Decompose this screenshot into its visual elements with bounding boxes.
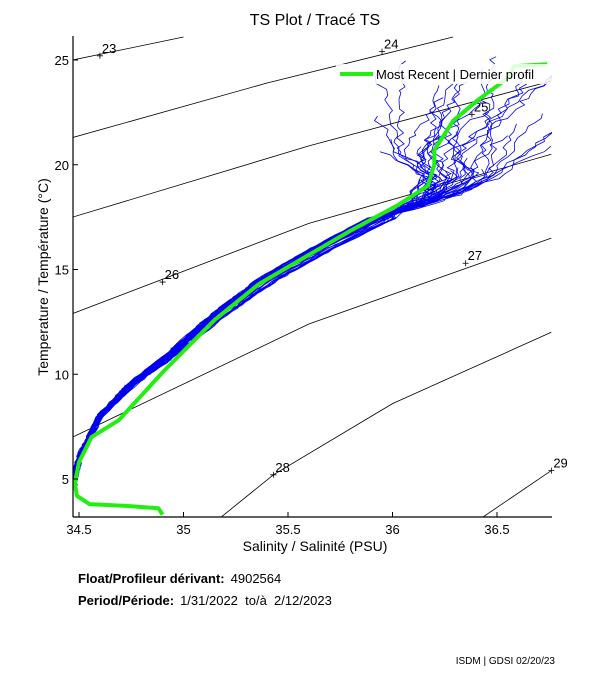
most-recent-line [73, 62, 548, 516]
blue-profile [73, 179, 449, 490]
y-tick-label: 20 [55, 158, 69, 173]
y-tick-label: 25 [55, 53, 69, 68]
y-tick-label: 10 [55, 367, 69, 382]
blue-profile [73, 167, 460, 486]
contour-label-marker [462, 260, 469, 267]
y-axis-label: Temperature / Température (°C) [35, 178, 51, 376]
blue-profile [73, 145, 552, 487]
contour-label-marker [96, 52, 103, 59]
blue-profile [73, 146, 441, 479]
density-contour [73, 36, 184, 61]
float-line: Float/Profileur dérivant: 4902564 [78, 571, 281, 586]
chart-title: TS Plot / Tracé TS [250, 12, 380, 29]
contour-label-marker [379, 48, 386, 55]
density-contour [73, 36, 454, 138]
blue-profile [74, 170, 458, 482]
contour-label-marker [159, 279, 166, 286]
blue-profile [73, 108, 454, 490]
float-value: 4902564 [231, 571, 282, 586]
x-tick-label: 35.5 [275, 522, 300, 537]
blue-profile [73, 131, 552, 478]
contour-label: 23 [102, 41, 116, 56]
most-recent-profile [73, 62, 548, 516]
blue-profile [74, 70, 535, 487]
x-tick-label: 36 [385, 522, 399, 537]
blue-profile [73, 187, 441, 483]
blue-profile [73, 74, 552, 483]
blue-profile [73, 135, 508, 481]
blue-profile [73, 115, 439, 486]
contour-label-marker [548, 467, 555, 474]
blue-profile [73, 169, 486, 477]
contour-label-marker [270, 471, 277, 478]
contour-label: 24 [384, 37, 398, 52]
blue-profile [73, 75, 552, 483]
blue-profile [73, 135, 439, 483]
contour-label: 29 [553, 456, 567, 471]
x-tick-label: 35 [176, 522, 190, 537]
x-axis-label: Salinity / Salinité (PSU) [243, 538, 388, 554]
contour-label-marker [468, 111, 475, 118]
blue-profile [74, 135, 441, 486]
blue-profile [73, 123, 517, 485]
legend-background [336, 64, 556, 84]
blue-profile [76, 174, 495, 481]
contour-label: 28 [275, 460, 289, 475]
legend: Most Recent | Dernier profil [336, 64, 556, 84]
blue-profile [73, 166, 475, 482]
blue-profile [73, 139, 423, 486]
density-contours: 23 24 25 26 27 28 29 [73, 36, 568, 517]
blue-profile [73, 68, 498, 486]
float-label: Float/Profileur dérivant: [78, 571, 225, 586]
blue-profile [73, 184, 436, 480]
density-contour [73, 153, 552, 314]
x-tick-label: 36.5 [484, 522, 509, 537]
blue-profile [73, 111, 490, 483]
blue-profile [73, 181, 468, 480]
credit-text: ISDM | GDSI 02/20/23 [456, 656, 556, 667]
contour-label: 27 [468, 248, 482, 263]
y-tick-label: 15 [55, 263, 69, 278]
blue-profile [73, 131, 470, 483]
contour-label: 25 [474, 99, 488, 114]
density-contour [482, 470, 552, 517]
blue-profile [75, 151, 431, 489]
blue-profile [73, 184, 439, 487]
contour-label: 26 [165, 267, 179, 282]
previous-profiles [73, 56, 552, 490]
axes: 34.5 35 35.5 36 36.5 5 10 15 20 25 [55, 36, 552, 537]
density-contour [73, 237, 552, 438]
period-value: 1/31/2022 to/à 2/12/2023 [180, 593, 332, 608]
y-tick-label: 5 [62, 472, 69, 487]
legend-label: Most Recent | Dernier profil [376, 67, 534, 82]
density-contour [73, 80, 552, 218]
density-contour [220, 331, 552, 517]
period-line: Period/Période: 1/31/2022 to/à 2/12/2023 [78, 593, 332, 608]
x-tick-label: 34.5 [66, 522, 91, 537]
period-label: Period/Période: [78, 593, 174, 608]
